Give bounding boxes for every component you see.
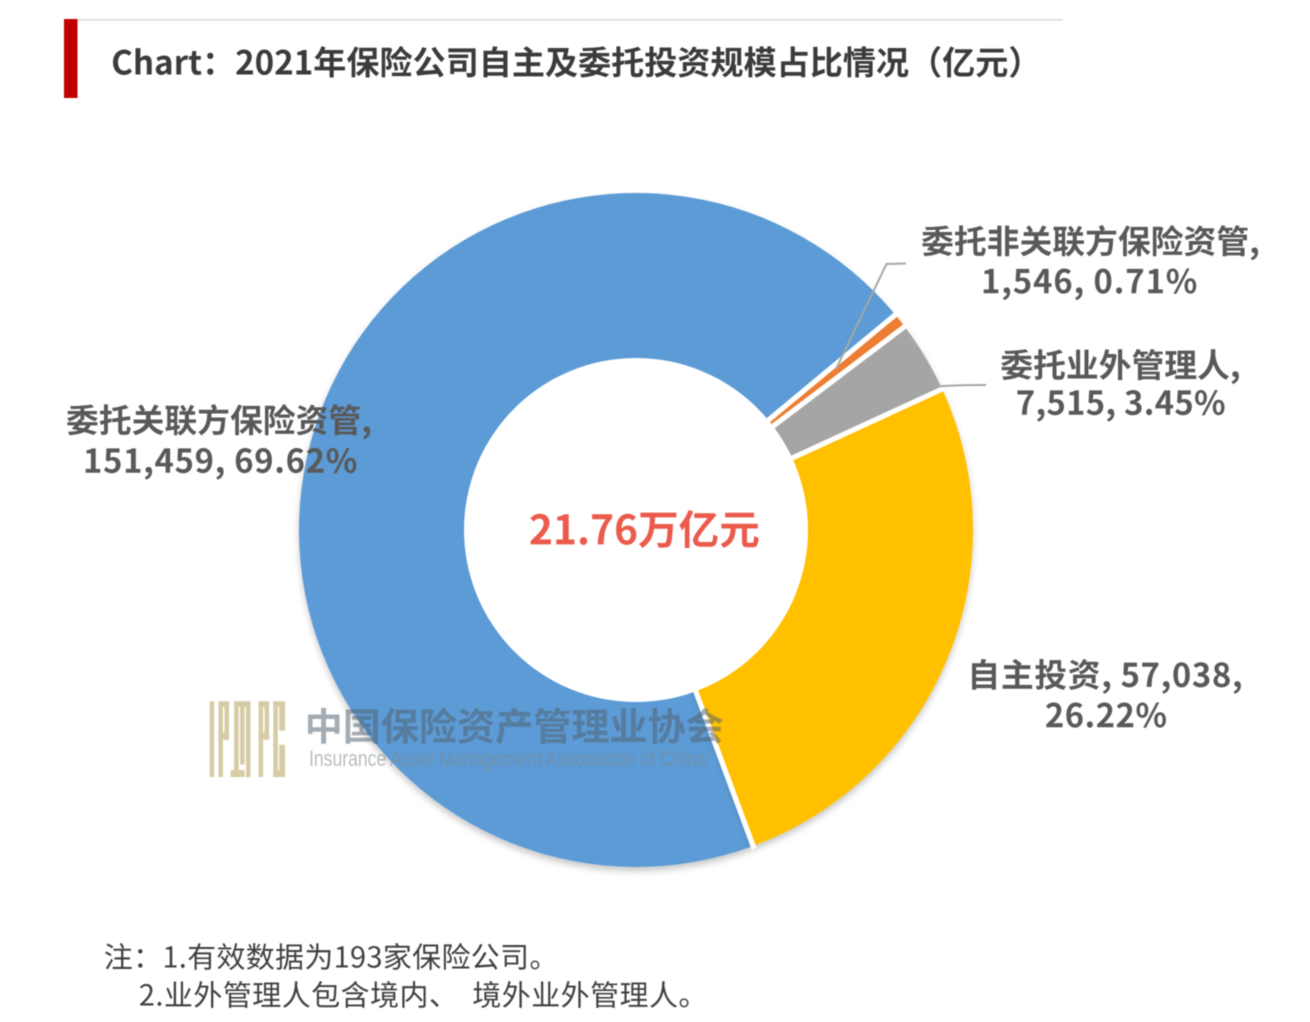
svg-text:Insurance Asset Management Ass: Insurance Asset Management Association o… [309, 746, 707, 771]
